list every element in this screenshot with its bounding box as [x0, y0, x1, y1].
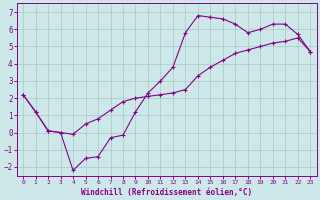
X-axis label: Windchill (Refroidissement éolien,°C): Windchill (Refroidissement éolien,°C)	[81, 188, 252, 197]
